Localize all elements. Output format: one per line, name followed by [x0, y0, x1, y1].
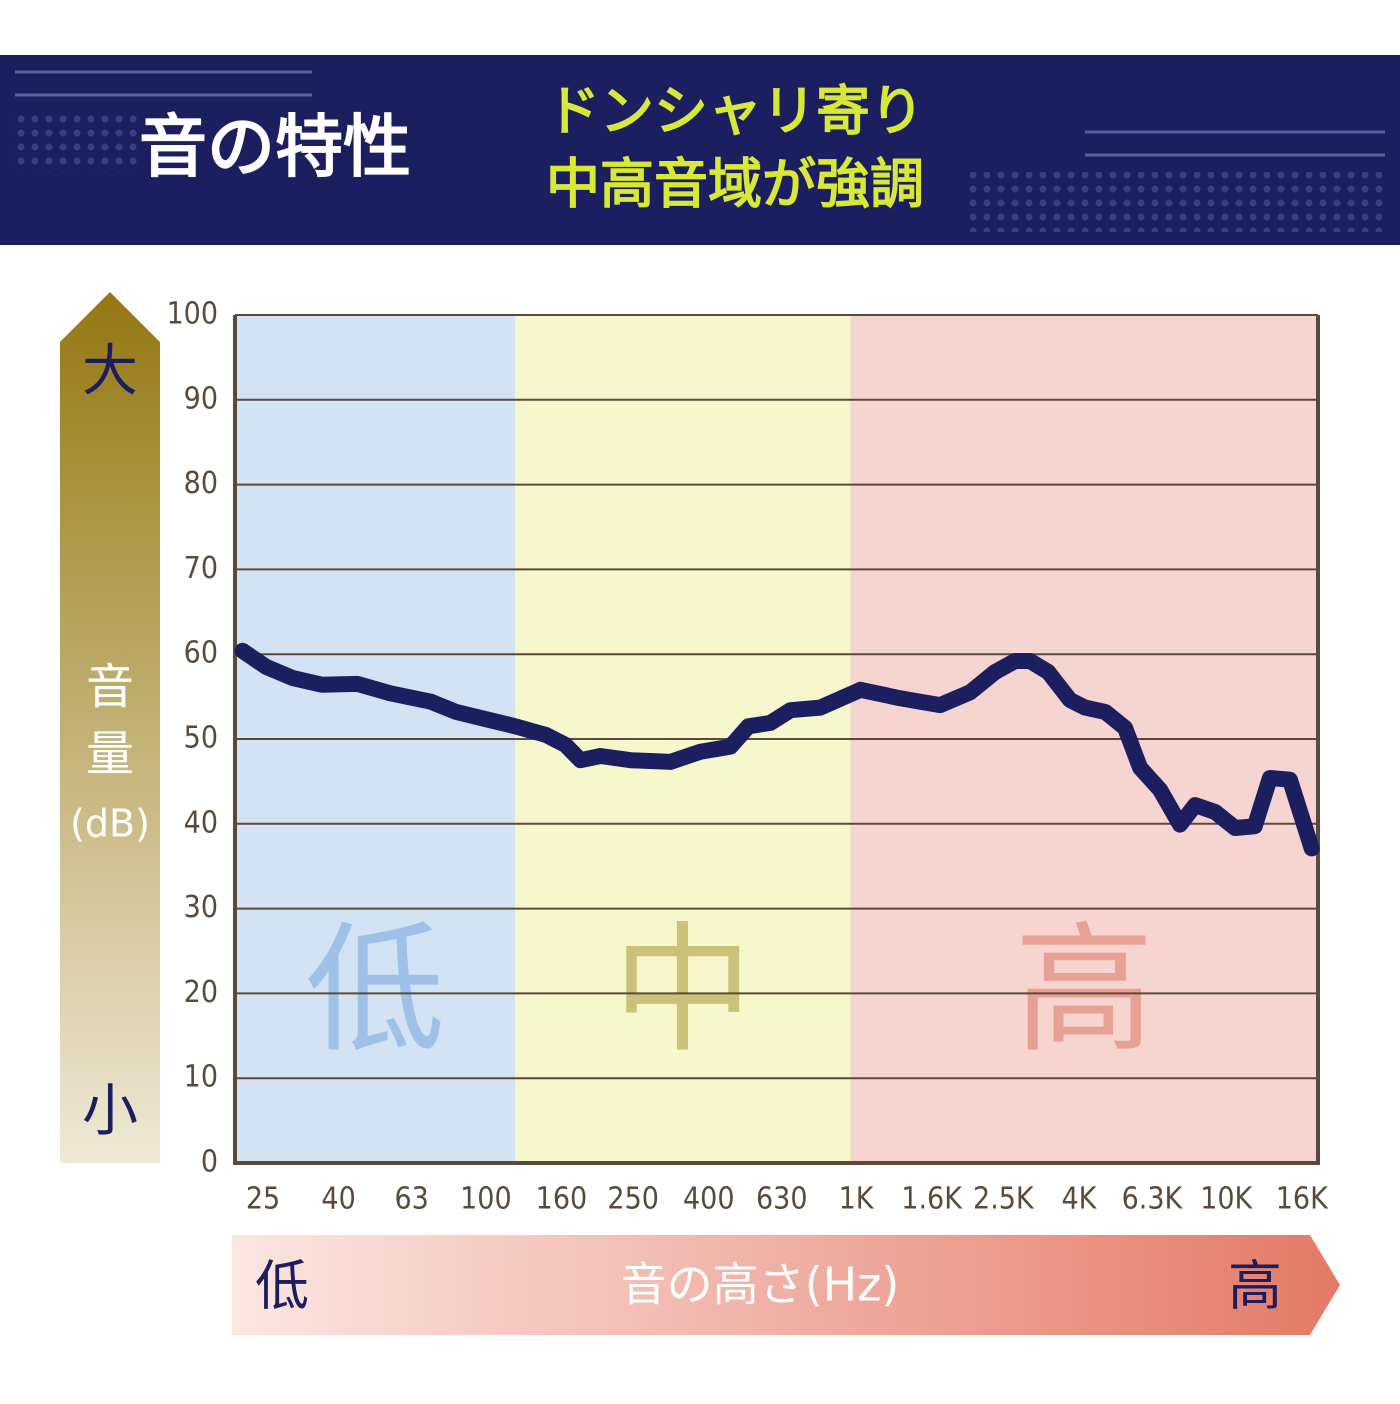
plot: 低 中 高 0 10 20 30 40 50 60 70 80 90 100 25 40 63 100 160 250…: [166, 297, 1329, 1217]
header-dots: [965, 172, 1385, 232]
y-tick-label: 100: [166, 297, 218, 332]
y-axis-arrow: [60, 292, 160, 1163]
x-axis-end: 高: [1228, 1255, 1282, 1318]
x-tick-label: 4K: [1061, 1182, 1097, 1217]
x-tick-label: 1K: [839, 1182, 875, 1217]
y-axis-label: 量: [86, 726, 134, 782]
x-tick-label: 40: [321, 1182, 355, 1217]
x-axis-label: 音の高さ(Hz): [621, 1258, 900, 1312]
y-tick-label: 0: [201, 1145, 218, 1180]
chart-title: 音の特性: [139, 109, 411, 188]
band-label: 中: [613, 910, 753, 1073]
y-tick-label: 20: [184, 975, 218, 1010]
x-tick-label: 250: [607, 1182, 659, 1217]
y-tick-label: 50: [184, 721, 218, 756]
band-label: 低: [305, 910, 445, 1073]
y-tick-label: 30: [184, 890, 218, 925]
y-axis-end: 大: [82, 339, 138, 404]
y-axis-label: 音: [86, 659, 134, 715]
plot-frame: [233, 315, 1320, 1165]
band-label: 高: [1014, 910, 1154, 1073]
y-tick-label: 70: [184, 551, 218, 586]
x-tick-label: 6.3K: [1122, 1182, 1184, 1217]
x-tick-label: 160: [536, 1182, 588, 1217]
y-axis-label: (dB): [70, 802, 150, 846]
chart-subtitle: ドンシャリ寄り: [546, 80, 924, 143]
x-tick-label: 1.6K: [901, 1182, 963, 1217]
y-tick-label: 40: [184, 805, 218, 840]
x-tick-label: 2.5K: [973, 1182, 1035, 1217]
header-decoration: [15, 70, 1385, 157]
x-tick-label: 63: [394, 1182, 428, 1217]
header-dots: [10, 112, 140, 172]
x-tick-label: 16K: [1276, 1182, 1329, 1217]
y-axis-end: 小: [82, 1079, 138, 1144]
y-tick-label: 80: [184, 466, 218, 501]
x-tick-label: 25: [246, 1182, 280, 1217]
x-tick-label: 100: [460, 1182, 512, 1217]
chart-subtitle: 中高音域が強調: [546, 153, 924, 216]
x-tick-label: 10K: [1200, 1182, 1253, 1217]
y-tick-label: 10: [184, 1060, 218, 1095]
data-line: [234, 642, 1320, 857]
y-tick-label: 60: [184, 636, 218, 671]
x-tick-label: 400: [683, 1182, 735, 1217]
x-axis-end: 低: [255, 1255, 309, 1318]
x-axis-arrow: [232, 1235, 1340, 1335]
x-tick-label: 630: [756, 1182, 808, 1217]
y-tick-label: 90: [184, 381, 218, 416]
